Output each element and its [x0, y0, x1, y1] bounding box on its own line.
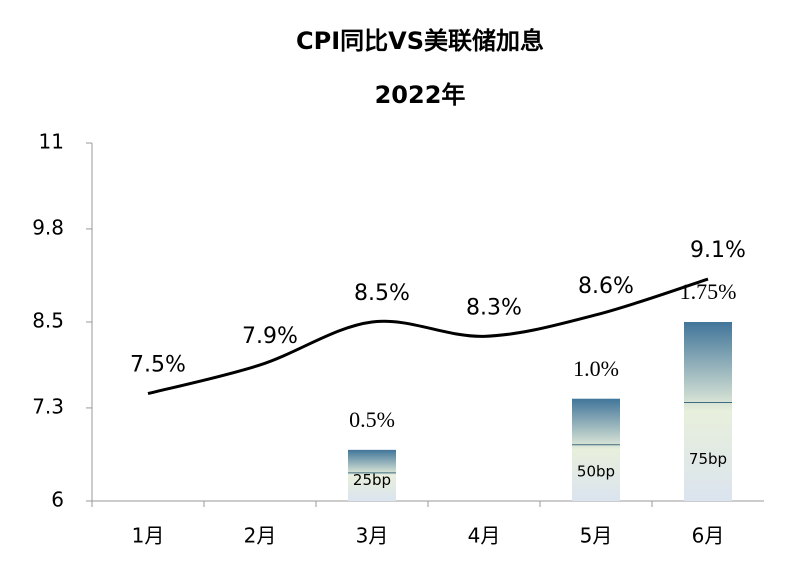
bar-bp-label: 50bp	[577, 463, 615, 481]
bar-value-label: 0.5%	[349, 407, 395, 432]
y-tick-label: 7.3	[32, 394, 64, 418]
x-tick-label: 2月	[244, 524, 277, 548]
chart-subtitle: 2022年	[375, 81, 466, 109]
y-tick-label: 11	[39, 130, 64, 154]
y-tick-label: 8.5	[32, 309, 64, 333]
bar	[572, 398, 620, 501]
x-tick-label: 1月	[132, 524, 165, 548]
bar	[348, 449, 396, 501]
bar-bp-label: 25bp	[353, 471, 391, 489]
data-label: 8.6%	[578, 274, 634, 299]
y-tick-label: 9.8	[32, 215, 64, 239]
x-tick-label: 5月	[580, 524, 613, 548]
bar-value-label: 1.75%	[680, 279, 737, 304]
data-label: 8.5%	[354, 281, 410, 306]
data-label: 8.3%	[466, 295, 522, 320]
bar-value-label: 1.0%	[573, 356, 619, 381]
line	[147, 277, 709, 396]
data-label: 7.5%	[130, 353, 186, 378]
bar	[684, 322, 732, 501]
bar-bp-label: 75bp	[689, 450, 727, 468]
x-tick-label: 3月	[356, 524, 389, 548]
x-tick-label: 6月	[692, 524, 725, 548]
y-tick-label: 6	[51, 488, 64, 512]
chart-title: CPI同比VS美联储加息	[296, 27, 544, 55]
x-tick-label: 4月	[468, 524, 501, 548]
data-label: 7.9%	[242, 324, 298, 349]
data-label: 9.1%	[690, 238, 746, 263]
